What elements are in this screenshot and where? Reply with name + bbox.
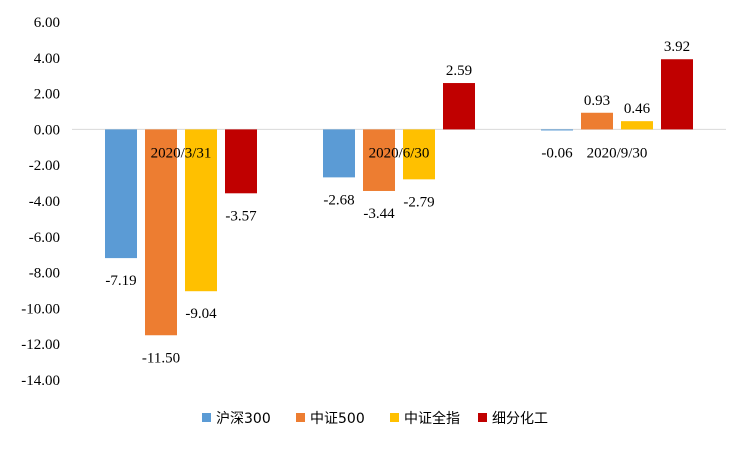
legend-label: 中证500 [310, 411, 365, 427]
bar-3-3[interactable] [621, 121, 653, 130]
data-label: -11.50 [142, 350, 180, 366]
bar-2-2[interactable] [363, 129, 395, 191]
data-label: 0.46 [624, 101, 651, 117]
y-tick-label: -12.00 [21, 337, 60, 353]
bar-3-2[interactable] [403, 129, 435, 180]
legend-label: 中证全指 [404, 410, 460, 427]
y-tick-label: 4.00 [34, 51, 60, 67]
legend-swatch[interactable] [478, 413, 487, 422]
data-label: -7.19 [105, 273, 136, 289]
y-tick-label: -14.00 [21, 373, 60, 389]
bar-4-2[interactable] [443, 83, 475, 130]
data-label: 3.92 [664, 39, 690, 55]
data-label: -3.57 [225, 208, 257, 224]
legend-label: 沪深300 [216, 411, 271, 427]
category-label: 2020/6/30 [369, 145, 430, 161]
y-tick-label: -2.00 [29, 158, 60, 174]
bar-2-1[interactable] [145, 129, 177, 336]
data-label: -3.44 [363, 206, 395, 222]
data-label: -2.68 [323, 192, 354, 208]
bar-1-1[interactable] [105, 129, 137, 259]
bar-1-3[interactable] [541, 129, 573, 131]
data-label: -0.06 [541, 145, 573, 161]
bar-4-3[interactable] [661, 59, 693, 130]
y-tick-label: 0.00 [34, 122, 60, 138]
data-label: -2.79 [403, 194, 434, 210]
y-tick-label: -6.00 [29, 230, 60, 246]
legend-swatch[interactable] [202, 413, 211, 422]
data-label: 0.93 [584, 93, 610, 109]
data-label: 2.59 [446, 63, 472, 79]
category-label: 2020/3/31 [151, 145, 212, 161]
y-tick-label: -8.00 [29, 266, 60, 282]
data-label: -9.04 [185, 306, 217, 322]
y-tick-label: 2.00 [34, 87, 60, 103]
y-tick-label: 6.00 [34, 15, 60, 31]
bar-2-3[interactable] [581, 112, 613, 130]
bar-4-1[interactable] [225, 129, 257, 194]
legend-label: 细分化工 [492, 411, 548, 427]
y-tick-label: -10.00 [21, 301, 60, 317]
y-tick-label: -4.00 [29, 194, 60, 210]
legend-swatch[interactable] [390, 413, 399, 422]
bar-3-1[interactable] [185, 129, 217, 292]
bar-1-2[interactable] [323, 129, 355, 178]
category-label: 2020/9/30 [587, 145, 648, 161]
legend-swatch[interactable] [296, 413, 305, 422]
